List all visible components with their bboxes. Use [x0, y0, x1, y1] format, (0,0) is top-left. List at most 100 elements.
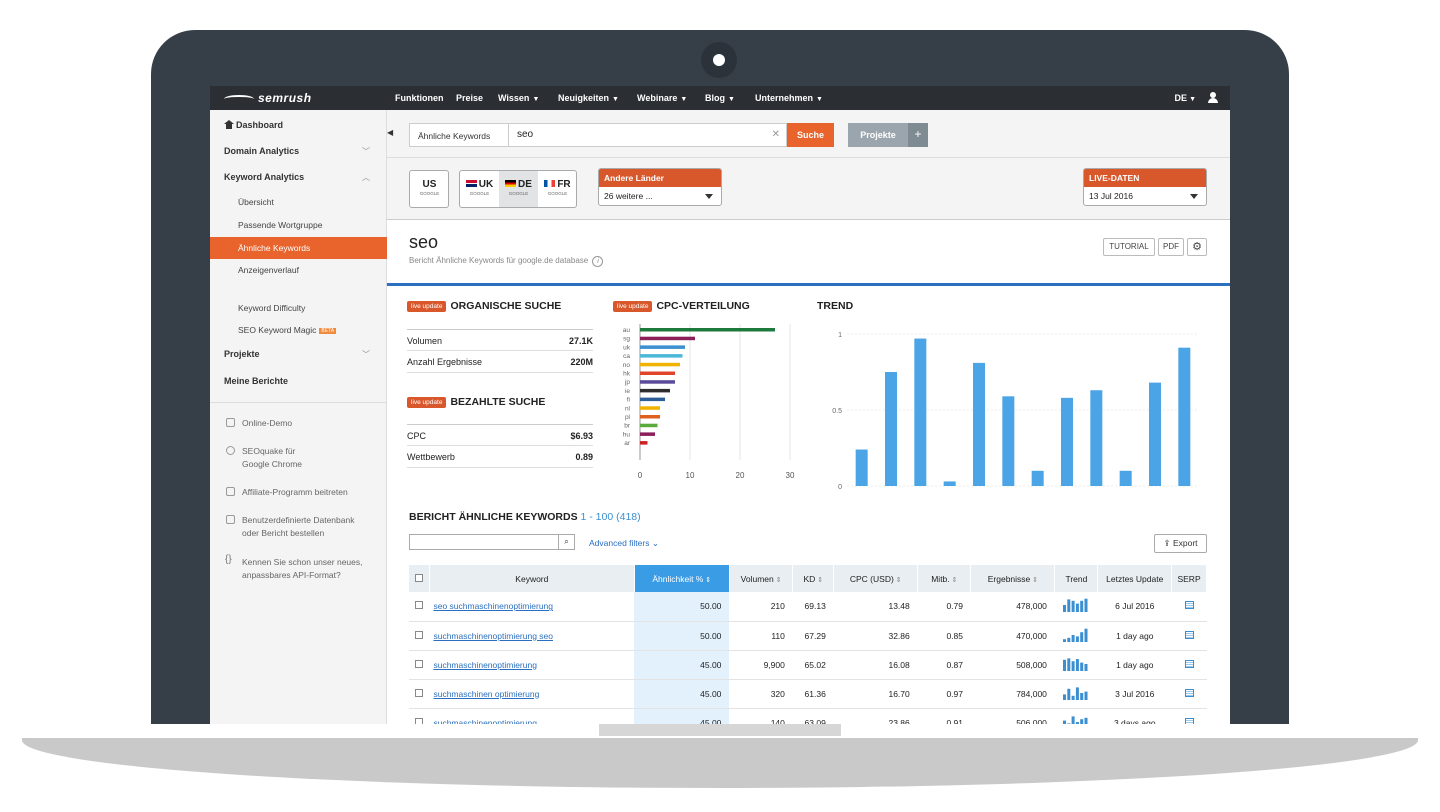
row-checkbox-cell[interactable] — [409, 679, 430, 709]
nav-neuigkeiten[interactable]: Neuigkeiten ▼ — [558, 93, 619, 103]
keyword-link[interactable]: suchmaschinenoptimierung — [433, 717, 537, 725]
trend-sparkline[interactable] — [1063, 686, 1089, 700]
sidebar-item-keyword-difficulty[interactable]: Keyword Difficulty — [238, 303, 306, 313]
row-checkbox[interactable] — [415, 659, 424, 668]
nav-unternehmen[interactable]: Unternehmen ▼ — [755, 93, 823, 103]
tutorial-button[interactable]: TUTORIAL — [1103, 238, 1155, 256]
database-uk-button[interactable]: UK GOOGLE — [460, 171, 499, 207]
export-button[interactable]: ⇪ Export — [1154, 534, 1207, 553]
other-countries-dropdown[interactable]: Andere Länder 26 weitere ... — [598, 168, 722, 206]
serp-icon[interactable] — [1184, 630, 1194, 639]
database-fr-button[interactable]: FR GOOGLE — [538, 171, 577, 207]
col-volume[interactable]: Volumen ⇕ — [729, 565, 794, 592]
serp-cell[interactable] — [1171, 650, 1207, 680]
user-icon[interactable] — [1208, 92, 1218, 103]
sidebar-item-meine-berichte[interactable]: Meine Berichte — [224, 376, 289, 386]
row-checkbox[interactable] — [415, 688, 424, 697]
nav-preise[interactable]: Preise — [456, 93, 484, 103]
keyword-cell[interactable]: suchmaschinenoptimierung seo — [429, 621, 635, 651]
sidebar-item-dashboard[interactable]: Dashboard — [224, 120, 283, 130]
tool-seoquake[interactable]: SEOquake für Google Chrome — [242, 446, 303, 469]
trend-cell[interactable] — [1054, 708, 1098, 725]
row-checkbox-cell[interactable] — [409, 650, 430, 680]
col-competition[interactable]: Mitb. ⇕ — [917, 565, 972, 592]
keyword-cell[interactable]: suchmaschinen optimierung — [429, 679, 635, 709]
advanced-filters-link[interactable]: Advanced filters ⌄ — [589, 538, 659, 548]
row-checkbox-cell[interactable] — [409, 621, 430, 651]
semrush-logo[interactable]: semrush — [224, 91, 312, 105]
serp-cell[interactable] — [1171, 679, 1207, 709]
row-checkbox[interactable] — [415, 601, 424, 610]
nav-wissen[interactable]: Wissen ▼ — [498, 93, 540, 103]
database-de-button[interactable]: DE GOOGLE — [499, 171, 538, 207]
trend-cell[interactable] — [1054, 592, 1098, 622]
row-checkbox[interactable] — [415, 630, 424, 639]
sidebar-item-keyword-analytics[interactable]: Keyword Analytics — [224, 172, 305, 182]
col-keyword[interactable]: Keyword — [429, 565, 635, 592]
filter-input[interactable] — [409, 534, 559, 550]
upload-icon: ⇪ — [1163, 538, 1171, 548]
keyword-cell[interactable]: suchmaschinenoptimierung — [429, 650, 635, 680]
nav-funktionen[interactable]: Funktionen — [395, 93, 444, 103]
add-project-button[interactable]: + — [908, 123, 928, 147]
sidebar-item-anzeigenverlauf[interactable]: Anzeigenverlauf — [238, 265, 299, 275]
tool-online-demo[interactable]: Online-Demo — [242, 418, 293, 428]
tool-api-format[interactable]: Kennen Sie schon unser neues, anpassbare… — [242, 557, 363, 580]
search-icon[interactable]: ⌕ — [559, 534, 575, 550]
serp-cell[interactable] — [1171, 708, 1207, 724]
trend-sparkline[interactable] — [1063, 657, 1089, 671]
col-results[interactable]: Ergebnisse ⇕ — [970, 565, 1056, 592]
gear-icon[interactable]: ⚙ — [1187, 238, 1207, 256]
report-type-select[interactable]: Ähnliche Keywords — [409, 123, 509, 147]
sidebar-item-keyword-magic[interactable]: SEO Keyword Magic BETA — [238, 325, 337, 335]
pdf-button[interactable]: PDF — [1158, 238, 1184, 256]
close-icon[interactable]: ✕ — [771, 129, 780, 140]
keyword-cell[interactable]: suchmaschinenoptimierung — [429, 708, 635, 725]
col-similarity[interactable]: Ähnlichkeit % ⇕ — [634, 565, 730, 592]
keyword-link[interactable]: suchmaschinenoptimierung seo — [433, 630, 554, 641]
tool-custom-database[interactable]: Benutzerdefinierte Datenbank oder Berich… — [242, 515, 355, 538]
database-us-button[interactable]: US GOOGLE — [409, 170, 449, 208]
nav-blog[interactable]: Blog ▼ — [705, 93, 735, 103]
chevron-up-icon[interactable]: ︿ — [362, 173, 370, 182]
trend-sparkline[interactable] — [1063, 598, 1089, 613]
sidebar-item-domain-analytics[interactable]: Domain Analytics — [224, 146, 300, 156]
trend-sparkline[interactable] — [1063, 715, 1089, 725]
keyword-cell[interactable]: seo suchmaschinenoptimierung — [429, 592, 635, 622]
serp-icon[interactable] — [1184, 688, 1194, 697]
live-data-dropdown[interactable]: LIVE-DATEN 13 Jul 2016 — [1083, 168, 1207, 206]
serp-icon[interactable] — [1184, 601, 1194, 610]
keyword-link[interactable]: suchmaschinen optimierung — [433, 688, 540, 699]
sidebar-item-uebersicht[interactable]: Übersicht — [238, 197, 274, 207]
keyword-link[interactable]: suchmaschinenoptimierung — [433, 659, 537, 670]
chevron-down-icon[interactable]: ﹀ — [362, 350, 370, 359]
language-selector[interactable]: DE ▼ — [1174, 93, 1196, 103]
serp-cell[interactable] — [1171, 621, 1207, 651]
row-checkbox-cell[interactable] — [409, 708, 430, 724]
row-checkbox[interactable] — [415, 717, 424, 724]
projekte-button[interactable]: Projekte — [848, 123, 908, 147]
collapse-sidebar-icon[interactable]: ◀ — [387, 128, 394, 137]
trend-cell[interactable] — [1054, 650, 1098, 680]
tool-affiliate[interactable]: Affiliate-Programm beitreten — [242, 487, 348, 497]
search-input[interactable]: seo ✕ — [509, 123, 787, 147]
col-kd[interactable]: KD ⇕ — [792, 565, 835, 592]
serp-icon[interactable] — [1184, 659, 1194, 668]
info-icon[interactable]: i — [592, 256, 604, 267]
sidebar-item-passende-wortgruppe[interactable]: Passende Wortgruppe — [238, 220, 323, 230]
search-button[interactable]: Suche — [787, 123, 834, 147]
trend-cell[interactable] — [1054, 621, 1098, 651]
row-checkbox-cell[interactable] — [409, 592, 430, 622]
select-all-checkbox[interactable] — [409, 565, 430, 592]
trend-sparkline[interactable] — [1063, 628, 1089, 642]
col-cpc[interactable]: CPC (USD) ⇕ — [833, 565, 919, 592]
serp-cell[interactable] — [1171, 592, 1207, 622]
similarity-cell: 45.00 — [634, 708, 730, 724]
trend-cell[interactable] — [1054, 679, 1098, 709]
sidebar-item-projekte[interactable]: Projekte — [224, 349, 260, 359]
chevron-down-icon[interactable]: ﹀ — [362, 147, 370, 156]
keyword-link[interactable]: seo suchmaschinenoptimierung — [433, 601, 554, 612]
serp-icon[interactable] — [1184, 717, 1194, 724]
nav-webinare[interactable]: Webinare ▼ — [637, 93, 688, 103]
sidebar-item-aehnliche-keywords[interactable]: Ähnliche Keywords — [210, 237, 387, 259]
